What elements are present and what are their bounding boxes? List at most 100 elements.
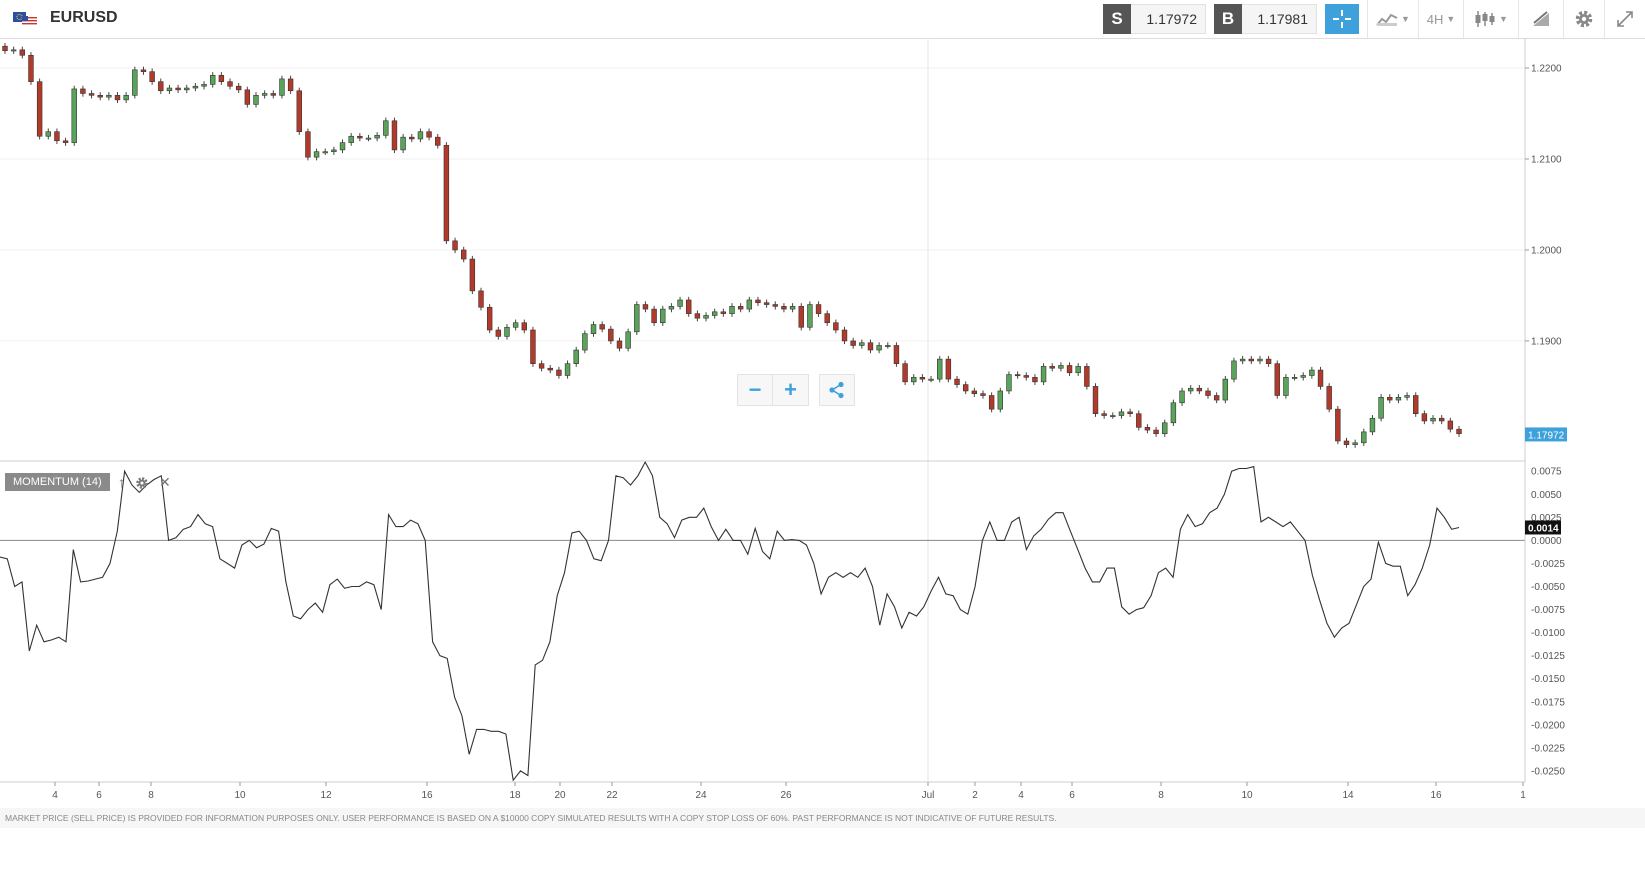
time-tick-label: Jul bbox=[922, 790, 935, 801]
candle-body bbox=[123, 95, 129, 101]
momentum-line bbox=[0, 460, 1460, 782]
candle-body bbox=[902, 363, 908, 383]
candle-body bbox=[504, 326, 510, 337]
momentum-tick-label: -0.0100 bbox=[1531, 628, 1565, 639]
candle-body bbox=[859, 342, 865, 346]
indicator-tools: ↑ ✕ bbox=[118, 474, 171, 491]
candle-body bbox=[642, 304, 649, 310]
fullscreen-button[interactable] bbox=[1604, 0, 1645, 38]
candle-body bbox=[651, 308, 657, 324]
candle-body bbox=[192, 85, 199, 89]
candle-body bbox=[400, 136, 406, 151]
chart-style-button[interactable]: ▼ bbox=[1463, 0, 1518, 38]
chart-type-line-button[interactable]: ▼ bbox=[1367, 0, 1418, 38]
candle-body bbox=[850, 340, 856, 346]
time-tick-label: 6 bbox=[96, 790, 102, 801]
disclaimer-footer: MARKET PRICE (SELL PRICE) IS PROVIDED FO… bbox=[0, 808, 1645, 828]
candle-body bbox=[244, 89, 251, 105]
candle-body bbox=[478, 290, 484, 308]
candle-body bbox=[486, 306, 493, 331]
buy-button[interactable]: B bbox=[1214, 4, 1242, 34]
timeframe-dropdown[interactable]: 4H ▼ bbox=[1418, 0, 1463, 38]
candle-body bbox=[564, 363, 571, 376]
momentum-tick-label: -0.0200 bbox=[1531, 720, 1565, 731]
candle-body bbox=[1170, 402, 1177, 424]
candle-body bbox=[582, 333, 588, 351]
candle-body bbox=[1395, 397, 1402, 401]
candle-body bbox=[833, 322, 839, 331]
momentum-tick-label: -0.0050 bbox=[1531, 582, 1565, 593]
candle-body bbox=[166, 87, 173, 92]
gear-icon bbox=[1575, 10, 1593, 28]
current-price-label: 1.17972 bbox=[1528, 430, 1565, 441]
candle-body bbox=[357, 135, 363, 139]
time-tick-label: 10 bbox=[234, 790, 246, 801]
candle-body bbox=[1222, 378, 1229, 401]
price-tick-label: 1.2100 bbox=[1531, 154, 1562, 165]
share-button[interactable] bbox=[819, 374, 855, 406]
candle-body bbox=[305, 131, 311, 158]
candle-body bbox=[158, 81, 164, 92]
zoom-out-button[interactable]: − bbox=[737, 374, 773, 406]
candle-body bbox=[1084, 366, 1090, 387]
candle-body bbox=[45, 131, 51, 137]
arrow-up-icon[interactable]: ↑ bbox=[118, 474, 125, 490]
candle-body bbox=[1265, 358, 1272, 364]
candle-body bbox=[737, 306, 744, 310]
candle-body bbox=[988, 395, 995, 410]
time-tick-label: 2 bbox=[972, 790, 978, 801]
sell-price[interactable]: 1.17972 bbox=[1131, 4, 1206, 34]
candle-body bbox=[97, 95, 103, 98]
candle-body bbox=[1023, 375, 1029, 378]
share-icon bbox=[829, 381, 844, 399]
candle-body bbox=[452, 240, 458, 251]
close-icon[interactable]: ✕ bbox=[159, 474, 171, 490]
sell-button[interactable]: S bbox=[1103, 4, 1131, 34]
momentum-tick-label: -0.0250 bbox=[1531, 766, 1565, 777]
candle-body bbox=[772, 304, 778, 307]
candle-body bbox=[19, 49, 26, 56]
candle-body bbox=[789, 306, 796, 310]
time-tick-label: 24 bbox=[695, 790, 707, 801]
candle-body bbox=[521, 322, 527, 331]
candle-body bbox=[1075, 366, 1081, 374]
candle-body bbox=[911, 377, 917, 383]
candle-body bbox=[1118, 411, 1125, 416]
candle-body bbox=[383, 120, 389, 136]
candle-body bbox=[1326, 386, 1332, 410]
time-tick-label: 10 bbox=[1241, 790, 1253, 801]
candle-body bbox=[841, 329, 848, 342]
candle-body bbox=[149, 71, 155, 82]
crosshair-button[interactable] bbox=[1325, 4, 1359, 34]
candle-body bbox=[660, 308, 666, 324]
buy-price[interactable]: 1.17981 bbox=[1242, 4, 1317, 34]
candle-body bbox=[106, 95, 112, 98]
candle-body bbox=[1257, 358, 1263, 362]
candle-body bbox=[893, 345, 900, 364]
momentum-indicator-label[interactable]: MOMENTUM (14) bbox=[5, 473, 110, 491]
candle-body bbox=[409, 136, 415, 140]
time-tick-label: 8 bbox=[1158, 790, 1164, 801]
candle-body bbox=[10, 49, 17, 52]
candle-body bbox=[443, 145, 450, 242]
zoom-in-button[interactable]: + bbox=[773, 374, 809, 406]
candle-body bbox=[807, 304, 813, 328]
candle-body bbox=[1447, 420, 1454, 430]
candle-body bbox=[538, 363, 545, 369]
candle-body bbox=[945, 358, 952, 380]
candle-body bbox=[1006, 374, 1012, 392]
candle-body bbox=[980, 393, 986, 396]
gear-icon[interactable] bbox=[135, 476, 149, 490]
candle-body bbox=[1144, 427, 1151, 431]
settings-button[interactable] bbox=[1563, 0, 1604, 38]
candle-body bbox=[331, 149, 337, 153]
candle-body bbox=[1110, 415, 1116, 418]
candle-body bbox=[556, 369, 562, 376]
price-candles bbox=[2, 43, 1462, 448]
chart-area[interactable]: 1.2200 1.2100 1.2000 1.1900 0.0075 0.0050 0.00… bbox=[0, 38, 1645, 808]
candle-body bbox=[322, 151, 328, 154]
draw-tool-button[interactable] bbox=[1518, 0, 1563, 38]
candle-body bbox=[590, 324, 597, 334]
candle-body bbox=[1317, 369, 1324, 387]
candle-body bbox=[512, 322, 519, 328]
